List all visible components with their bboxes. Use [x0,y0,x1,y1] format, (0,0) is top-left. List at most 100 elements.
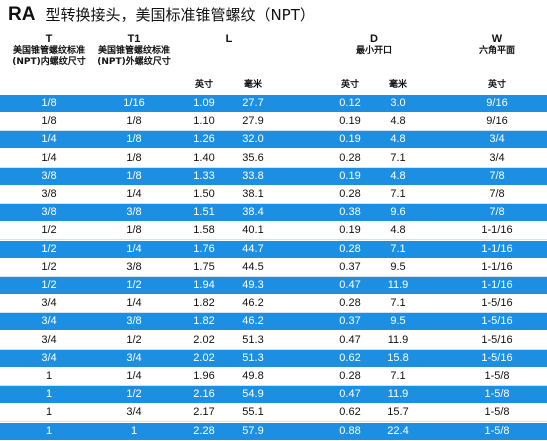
unit-label: 英寸 [194,80,214,90]
title-code: RA [8,4,36,25]
title-text: 型转换接头，美国标准锥管螺纹（NPT） [45,6,315,24]
table-row: 1/4 1/8 1.26 32.0 0.19 4.8 3/4 [0,131,547,149]
table-cell: 9/16 [486,97,508,109]
table-cell: 9.5 [390,315,406,328]
table-cell: 7.1 [390,242,406,255]
table-cell: 0.37 [339,315,361,328]
table-cell: 1/8 [126,133,142,146]
table-cell: 0.28 [339,151,361,164]
column-label: W [491,33,503,45]
column-header: T 美国锥管螺纹标准 (NPT)内螺纹尺寸 [12,33,86,68]
unit-label: 毫米 [388,80,408,90]
table-cell: 1.58 [193,224,215,237]
table-cell: 7/8 [489,206,505,219]
column-sublabel: 最小开口 [355,46,393,56]
unit-label: 毫米 [243,80,263,90]
table-cell: 3/8 [41,206,57,219]
table-cell: 46.2 [242,315,264,328]
table-cell: 1-5/16 [481,351,513,364]
table-cell: 11.9 [387,279,409,291]
table-cell: 9.6 [390,206,406,219]
table-cell: 0.19 [339,133,361,146]
table-cell: 27.7 [242,97,264,109]
table-cell: 11.9 [387,388,409,401]
table-cell: 1.33 [193,169,215,182]
table-cell: 9.5 [390,260,406,273]
table-row: 1/2 3/8 1.75 44.5 0.37 9.5 1-1/16 [0,258,547,277]
table-cell: 22.4 [387,424,409,437]
column-header: D 最小开口 [356,33,392,57]
table-cell: 1/16 [123,97,145,109]
table-cell: 1-5/16 [481,315,513,328]
table-cell: 33.8 [242,169,264,182]
column-sublabel: 美国锥管螺纹标准 [12,46,85,56]
table-row: 1 3/4 2.17 55.1 0.62 15.7 1-5/8 [0,404,547,423]
table-cell: 46.2 [242,297,264,310]
table-cell: 1.10 [193,115,215,128]
table-cell: 32.0 [242,133,264,146]
table-cell: 3/4 [41,315,57,328]
table-cell: 11.9 [387,333,409,346]
table-cell: 2.28 [193,424,215,437]
table-cell: 1/2 [126,388,142,401]
table-cell: 1.94 [193,279,215,291]
table-cell: 44.7 [242,242,264,255]
table-cell: 1 [45,370,53,382]
table-cell: 1.50 [193,188,215,200]
table-cell: 1-5/16 [481,333,513,346]
table-row: 1/2 1/8 1.58 40.1 0.19 4.8 1-1/16 [0,222,547,241]
table-cell: 40.1 [242,224,264,237]
table-cell: 0.19 [339,224,361,237]
table-cell: 3/4 [126,406,142,419]
table-row: 3/8 1/4 1.50 38.1 0.28 7.1 7/8 [0,186,547,204]
table-cell: 1/4 [126,188,142,200]
column-header: T1 美国锥管螺纹标准 (NPT)外螺纹尺寸 [97,33,171,68]
table-cell: 27.9 [242,115,264,128]
table-row: 3/4 3/8 1.82 46.2 0.37 9.5 1-5/16 [0,313,547,331]
table-cell: 1 [45,406,53,419]
table-cell: 2.17 [193,406,215,419]
table-cell: 1/8 [41,97,57,109]
table-row: 1/2 1/4 1.76 44.7 0.28 7.1 1-1/16 [0,240,547,258]
table-cell: 51.3 [242,333,264,346]
unit-label: 英寸 [340,80,360,90]
table-cell: 3/8 [126,260,142,273]
column-label: L [225,33,233,45]
table-cell: 0.47 [339,388,361,401]
unit-label: 英寸 [487,80,507,90]
table-cell: 0.19 [339,169,361,182]
table-cell: 3/8 [41,188,57,200]
table-cell: 1-5/16 [481,297,513,310]
title: RA 型转换接头，美国标准锥管螺纹（NPT） [8,4,315,26]
table-cell: 1.82 [193,297,215,310]
table-cell: 0.12 [339,97,361,109]
table-cell: 1/2 [41,260,57,273]
table-cell: 49.3 [242,279,264,291]
table-cell: 1-5/8 [484,370,510,382]
table-cell: 49.8 [242,370,264,382]
column-sublabel: 美国锥管螺纹标准 [97,46,170,56]
table-cell: 1-1/16 [481,279,513,291]
table-cell: 1/4 [126,242,142,255]
column-label: D [370,33,378,45]
table-cell: 3/4 [489,133,505,146]
table-row: 1 1/4 1.96 49.8 0.28 7.1 1-5/8 [0,368,547,386]
table-cell: 2.02 [193,333,215,346]
table-cell: 1/8 [41,115,57,128]
table-row: 1/4 1/8 1.40 35.6 0.28 7.1 3/4 [0,149,547,168]
table-cell: 1/2 [126,279,142,291]
table-cell: 0.28 [339,242,361,255]
table-cell: 7/8 [489,188,505,200]
table-cell: 1-5/8 [484,424,510,437]
table-cell: 1/8 [126,115,142,128]
table-cell: 1-5/8 [484,388,510,401]
column-label: T1 [127,33,141,45]
table-cell: 0.28 [339,370,361,382]
table-cell: 38.1 [242,188,264,200]
table-cell: 55.1 [242,406,264,419]
table-cell: 1-1/16 [481,260,513,273]
table-cell: 7/8 [489,169,505,182]
table-cell: 1-1/16 [481,242,513,255]
table-cell: 1 [45,388,53,401]
